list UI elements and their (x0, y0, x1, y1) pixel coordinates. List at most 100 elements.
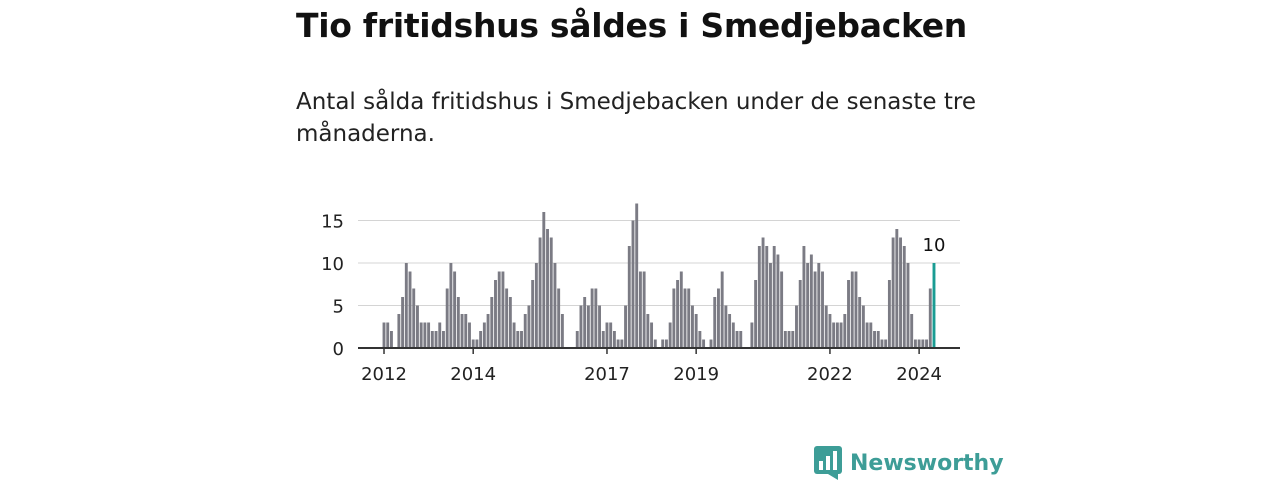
x-axis: 2012 2014 2017 2019 2022 2024 (358, 347, 960, 385)
bar (728, 314, 732, 348)
bar (638, 271, 642, 348)
bar (668, 322, 672, 348)
bar (683, 288, 687, 348)
bar (650, 322, 654, 348)
bar (464, 314, 468, 348)
bar (835, 322, 839, 348)
bar (501, 271, 505, 348)
bar (401, 297, 405, 348)
bar (482, 322, 486, 348)
bar (895, 229, 899, 348)
y-tick-label: 15 (321, 212, 344, 233)
brand-logo: Newsworthy (814, 446, 1004, 480)
bar (534, 263, 538, 348)
bar (687, 288, 691, 348)
bar (642, 271, 646, 348)
bar (497, 271, 501, 348)
bar (527, 305, 531, 348)
bar (769, 263, 772, 348)
bar (817, 263, 821, 348)
bar (471, 339, 475, 348)
bar (456, 297, 460, 348)
bar (694, 314, 698, 348)
bar (624, 305, 628, 348)
bar (434, 331, 438, 348)
bar (494, 280, 497, 348)
bar (806, 263, 810, 348)
bar (713, 297, 717, 348)
bar (590, 288, 594, 348)
bar (601, 331, 605, 348)
bar (423, 322, 427, 348)
bar (847, 280, 850, 348)
bar (661, 339, 665, 348)
bar (854, 271, 858, 348)
bar (389, 331, 393, 348)
bar (776, 254, 780, 348)
bar (724, 305, 728, 348)
bar (516, 331, 520, 348)
highlight-bar (932, 263, 936, 348)
bar (397, 314, 401, 348)
bar (739, 331, 743, 348)
x-tick-label: 2024 (896, 364, 942, 385)
bar (460, 314, 464, 348)
bar (902, 246, 906, 348)
bar (876, 331, 880, 348)
bar (884, 339, 888, 348)
bar (546, 229, 549, 348)
chart-bars (382, 203, 936, 348)
bar (783, 331, 787, 348)
bar (731, 322, 735, 348)
bar (520, 331, 523, 348)
bar (850, 271, 854, 348)
bar (408, 271, 412, 348)
bar (404, 263, 408, 348)
bar (560, 314, 564, 348)
bar (594, 288, 598, 348)
bar (475, 339, 479, 348)
newsworthy-logo-icon (814, 446, 842, 480)
bar (720, 271, 724, 348)
bar (616, 339, 620, 348)
bar (586, 305, 590, 348)
bar (486, 314, 490, 348)
bar (620, 339, 624, 348)
bar (453, 271, 457, 348)
bar (880, 339, 884, 348)
bar (412, 288, 416, 348)
bar (646, 314, 650, 348)
bar (690, 305, 694, 348)
x-tick-label: 2012 (361, 364, 407, 385)
bar (824, 305, 828, 348)
bar (791, 331, 795, 348)
bar (553, 263, 557, 348)
bar (925, 339, 929, 348)
bar (508, 297, 512, 348)
bar (735, 331, 739, 348)
chart-subtitle: Antal sålda fritidshus i Smedjebacken un… (296, 89, 976, 147)
bar (787, 331, 791, 348)
bar-chart: 0 5 10 15 2012 2014 2017 2019 2022 2024 10 (321, 203, 960, 385)
bar (679, 271, 683, 348)
bar (583, 297, 587, 348)
bar (750, 322, 754, 348)
bar (861, 305, 865, 348)
bar (676, 280, 680, 348)
bar (709, 339, 713, 348)
bar (445, 288, 449, 348)
bar (906, 263, 910, 348)
bar (802, 246, 806, 348)
bar (419, 322, 423, 348)
brand-name: Newsworthy (850, 450, 1004, 476)
x-tick-label: 2017 (584, 364, 630, 385)
bar (579, 305, 583, 348)
bar (891, 237, 895, 348)
bar (386, 322, 390, 348)
bar (795, 305, 798, 348)
bar (382, 322, 386, 348)
bar (757, 246, 761, 348)
bar (717, 288, 720, 348)
bar (438, 322, 442, 348)
bar (490, 297, 494, 348)
